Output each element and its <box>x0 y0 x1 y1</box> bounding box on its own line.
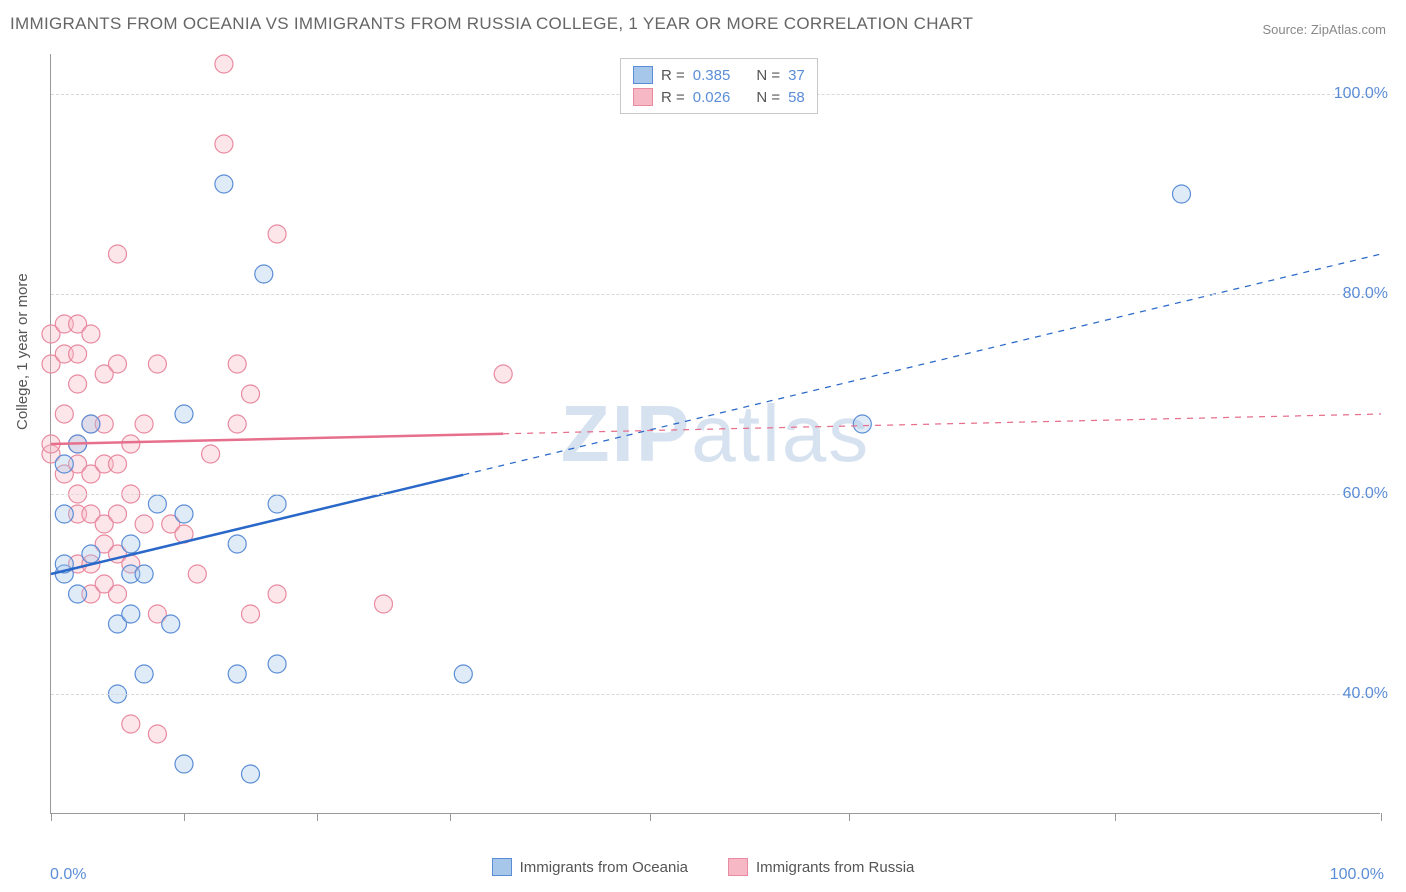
scatter-point <box>1173 185 1191 203</box>
scatter-point <box>69 585 87 603</box>
legend-swatch <box>633 88 653 106</box>
scatter-point <box>255 265 273 283</box>
scatter-point <box>109 585 127 603</box>
scatter-point <box>109 505 127 523</box>
scatter-point <box>135 565 153 583</box>
plot-area: ZIPatlas <box>50 54 1380 814</box>
scatter-point <box>135 665 153 683</box>
grid-line <box>51 494 1380 495</box>
legend-N-value: 37 <box>788 67 805 84</box>
scatter-point <box>109 455 127 473</box>
scatter-point <box>162 615 180 633</box>
y-tick-label: 40.0% <box>1343 685 1388 703</box>
scatter-point <box>494 365 512 383</box>
legend-row: R = 0.385 N = 37 <box>633 64 805 86</box>
scatter-point <box>82 545 100 563</box>
x-tick <box>317 813 318 821</box>
x-tick <box>450 813 451 821</box>
scatter-point <box>55 455 73 473</box>
x-tick <box>51 813 52 821</box>
legend-swatch <box>728 858 748 876</box>
scatter-point <box>228 415 246 433</box>
legend-R-value: 0.385 <box>693 67 731 84</box>
scatter-point <box>268 585 286 603</box>
scatter-point <box>268 225 286 243</box>
scatter-point <box>122 535 140 553</box>
scatter-point <box>375 595 393 613</box>
source-attribution: Source: ZipAtlas.com <box>1262 22 1386 37</box>
scatter-point <box>122 605 140 623</box>
y-tick-label: 100.0% <box>1334 85 1388 103</box>
scatter-point <box>109 355 127 373</box>
legend-R-label: R = <box>661 67 685 84</box>
x-tick <box>184 813 185 821</box>
correlation-legend: R = 0.385 N = 37 R = 0.026 N = 58 <box>620 58 818 114</box>
scatter-point <box>175 405 193 423</box>
legend-swatch <box>492 858 512 876</box>
scatter-point <box>135 415 153 433</box>
scatter-point <box>228 535 246 553</box>
x-tick <box>849 813 850 821</box>
trend-line-solid <box>51 434 503 444</box>
scatter-point <box>148 495 166 513</box>
scatter-point <box>454 665 472 683</box>
scatter-point <box>148 355 166 373</box>
x-tick <box>650 813 651 821</box>
scatter-point <box>82 415 100 433</box>
grid-line <box>51 294 1380 295</box>
y-axis-label: College, 1 year or more <box>14 273 31 430</box>
x-tick <box>1381 813 1382 821</box>
scatter-point <box>122 435 140 453</box>
scatter-point <box>215 175 233 193</box>
legend-N-label: N = <box>756 89 780 106</box>
scatter-point <box>135 515 153 533</box>
scatter-point <box>242 765 260 783</box>
scatter-point <box>175 505 193 523</box>
series-name: Immigrants from Russia <box>756 859 914 876</box>
grid-line <box>51 694 1380 695</box>
trend-line-dashed <box>503 414 1381 434</box>
scatter-point <box>175 755 193 773</box>
legend-row: R = 0.026 N = 58 <box>633 86 805 108</box>
scatter-point <box>215 55 233 73</box>
scatter-point <box>242 385 260 403</box>
scatter-point <box>242 605 260 623</box>
scatter-point <box>122 715 140 733</box>
legend-R-value: 0.026 <box>693 89 731 106</box>
scatter-point <box>148 725 166 743</box>
legend-N-label: N = <box>756 67 780 84</box>
scatter-point <box>55 505 73 523</box>
series-name: Immigrants from Oceania <box>520 859 688 876</box>
scatter-point <box>69 345 87 363</box>
x-tick <box>1115 813 1116 821</box>
scatter-point <box>268 495 286 513</box>
scatter-point <box>109 245 127 263</box>
scatter-point <box>82 325 100 343</box>
scatter-point <box>228 665 246 683</box>
scatter-point <box>202 445 220 463</box>
chart-svg <box>51 54 1380 813</box>
x-tick-min: 0.0% <box>50 866 86 884</box>
scatter-point <box>55 405 73 423</box>
scatter-point <box>268 655 286 673</box>
chart-title: IMMIGRANTS FROM OCEANIA VS IMMIGRANTS FR… <box>10 14 973 34</box>
scatter-point <box>228 355 246 373</box>
scatter-point <box>69 375 87 393</box>
y-tick-label: 80.0% <box>1343 285 1388 303</box>
scatter-point <box>215 135 233 153</box>
x-tick-max: 100.0% <box>1330 866 1384 884</box>
series-legend: Immigrants from Oceania Immigrants from R… <box>0 858 1406 876</box>
trend-line-dashed <box>463 254 1381 475</box>
legend-N-value: 58 <box>788 89 805 106</box>
legend-R-label: R = <box>661 89 685 106</box>
scatter-point <box>188 565 206 583</box>
y-tick-label: 60.0% <box>1343 485 1388 503</box>
legend-swatch <box>633 66 653 84</box>
series-legend-item: Immigrants from Oceania <box>492 858 688 876</box>
scatter-point <box>853 415 871 433</box>
series-legend-item: Immigrants from Russia <box>728 858 914 876</box>
